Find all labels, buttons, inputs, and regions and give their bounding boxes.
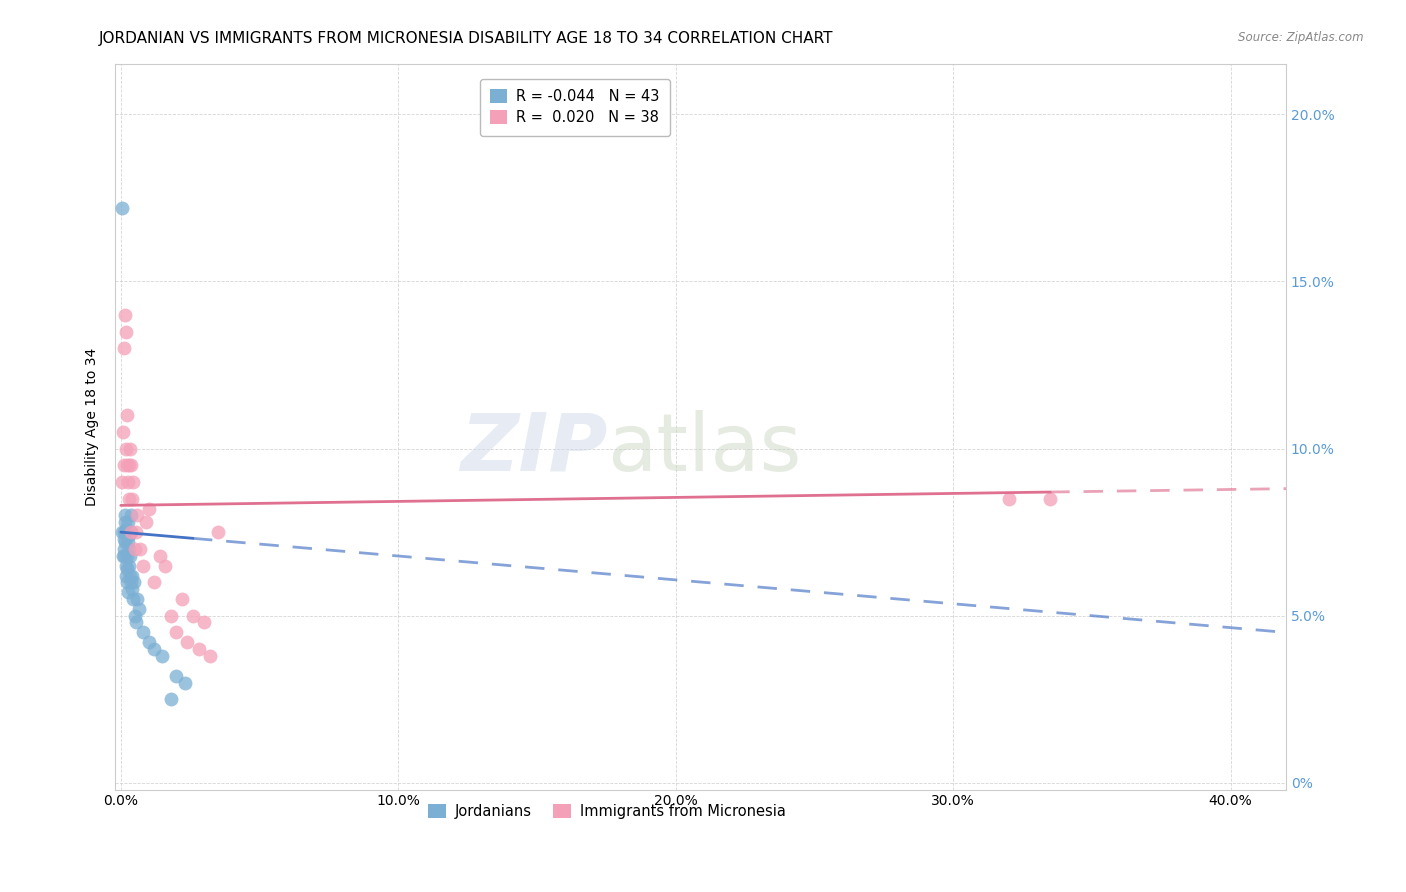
Point [111,201,134,215]
Point [118,541,141,556]
Point [127,508,149,523]
Point [117,575,139,590]
Point [155,558,177,573]
Point [117,475,139,489]
Text: Source: ZipAtlas.com: Source: ZipAtlas.com [1239,31,1364,45]
Point [120,575,142,590]
Point [121,582,143,596]
Point [115,442,138,456]
Point [165,669,187,683]
Point [159,608,181,623]
Point [143,642,166,657]
Point [112,532,135,546]
Point [115,528,138,542]
Point [128,602,150,616]
Point [118,549,141,563]
Point [114,308,136,322]
Legend: Jordanians, Immigrants from Micronesia: Jordanians, Immigrants from Micronesia [420,797,793,826]
Point [118,442,141,456]
Point [129,541,152,556]
Point [114,325,136,339]
Point [122,575,145,590]
Point [112,425,135,439]
Point [124,541,146,556]
Point [112,549,135,563]
Point [187,642,209,657]
Text: ZIP: ZIP [460,409,607,488]
Point [114,558,136,573]
Point [112,341,135,355]
Point [112,541,135,556]
Point [118,558,141,573]
Point [176,635,198,649]
Point [112,458,135,473]
Text: JORDANIAN VS IMMIGRANTS FROM MICRONESIA DISABILITY AGE 18 TO 34 CORRELATION CHAR: JORDANIAN VS IMMIGRANTS FROM MICRONESIA … [98,31,832,46]
Point [135,515,157,529]
Point [193,615,215,630]
Point [1039,491,1062,506]
Point [112,525,135,540]
Point [111,475,134,489]
Point [120,525,142,540]
Point [120,525,142,540]
Point [111,525,134,540]
Point [121,491,143,506]
Point [173,675,195,690]
Point [149,549,172,563]
Point [117,458,139,473]
Point [115,408,138,422]
Point [132,625,155,640]
Point [114,508,136,523]
Point [152,648,174,663]
Point [117,528,139,542]
Point [125,615,148,630]
Point [138,635,160,649]
Point [125,525,148,540]
Point [170,592,193,607]
Point [115,549,138,563]
Point [181,608,204,623]
Y-axis label: Disability Age 18 to 34: Disability Age 18 to 34 [86,348,100,506]
Text: atlas: atlas [607,409,801,488]
Point [198,648,221,663]
Point [165,625,187,640]
Point [120,458,142,473]
Point [127,592,149,607]
Point [124,608,146,623]
Point [117,515,139,529]
Point [117,535,139,549]
Point [122,592,145,607]
Point [115,562,138,576]
Point [117,458,139,473]
Point [997,491,1019,506]
Point [115,568,138,582]
Point [121,568,143,582]
Point [114,535,136,549]
Point [120,508,142,523]
Point [207,525,229,540]
Point [114,515,136,529]
Point [117,585,139,599]
Point [115,522,138,536]
Point [143,575,166,590]
Point [159,692,181,706]
Point [132,558,155,573]
Point [112,549,135,563]
Point [118,568,141,582]
Point [122,475,145,489]
Point [138,501,160,516]
Point [118,491,141,506]
